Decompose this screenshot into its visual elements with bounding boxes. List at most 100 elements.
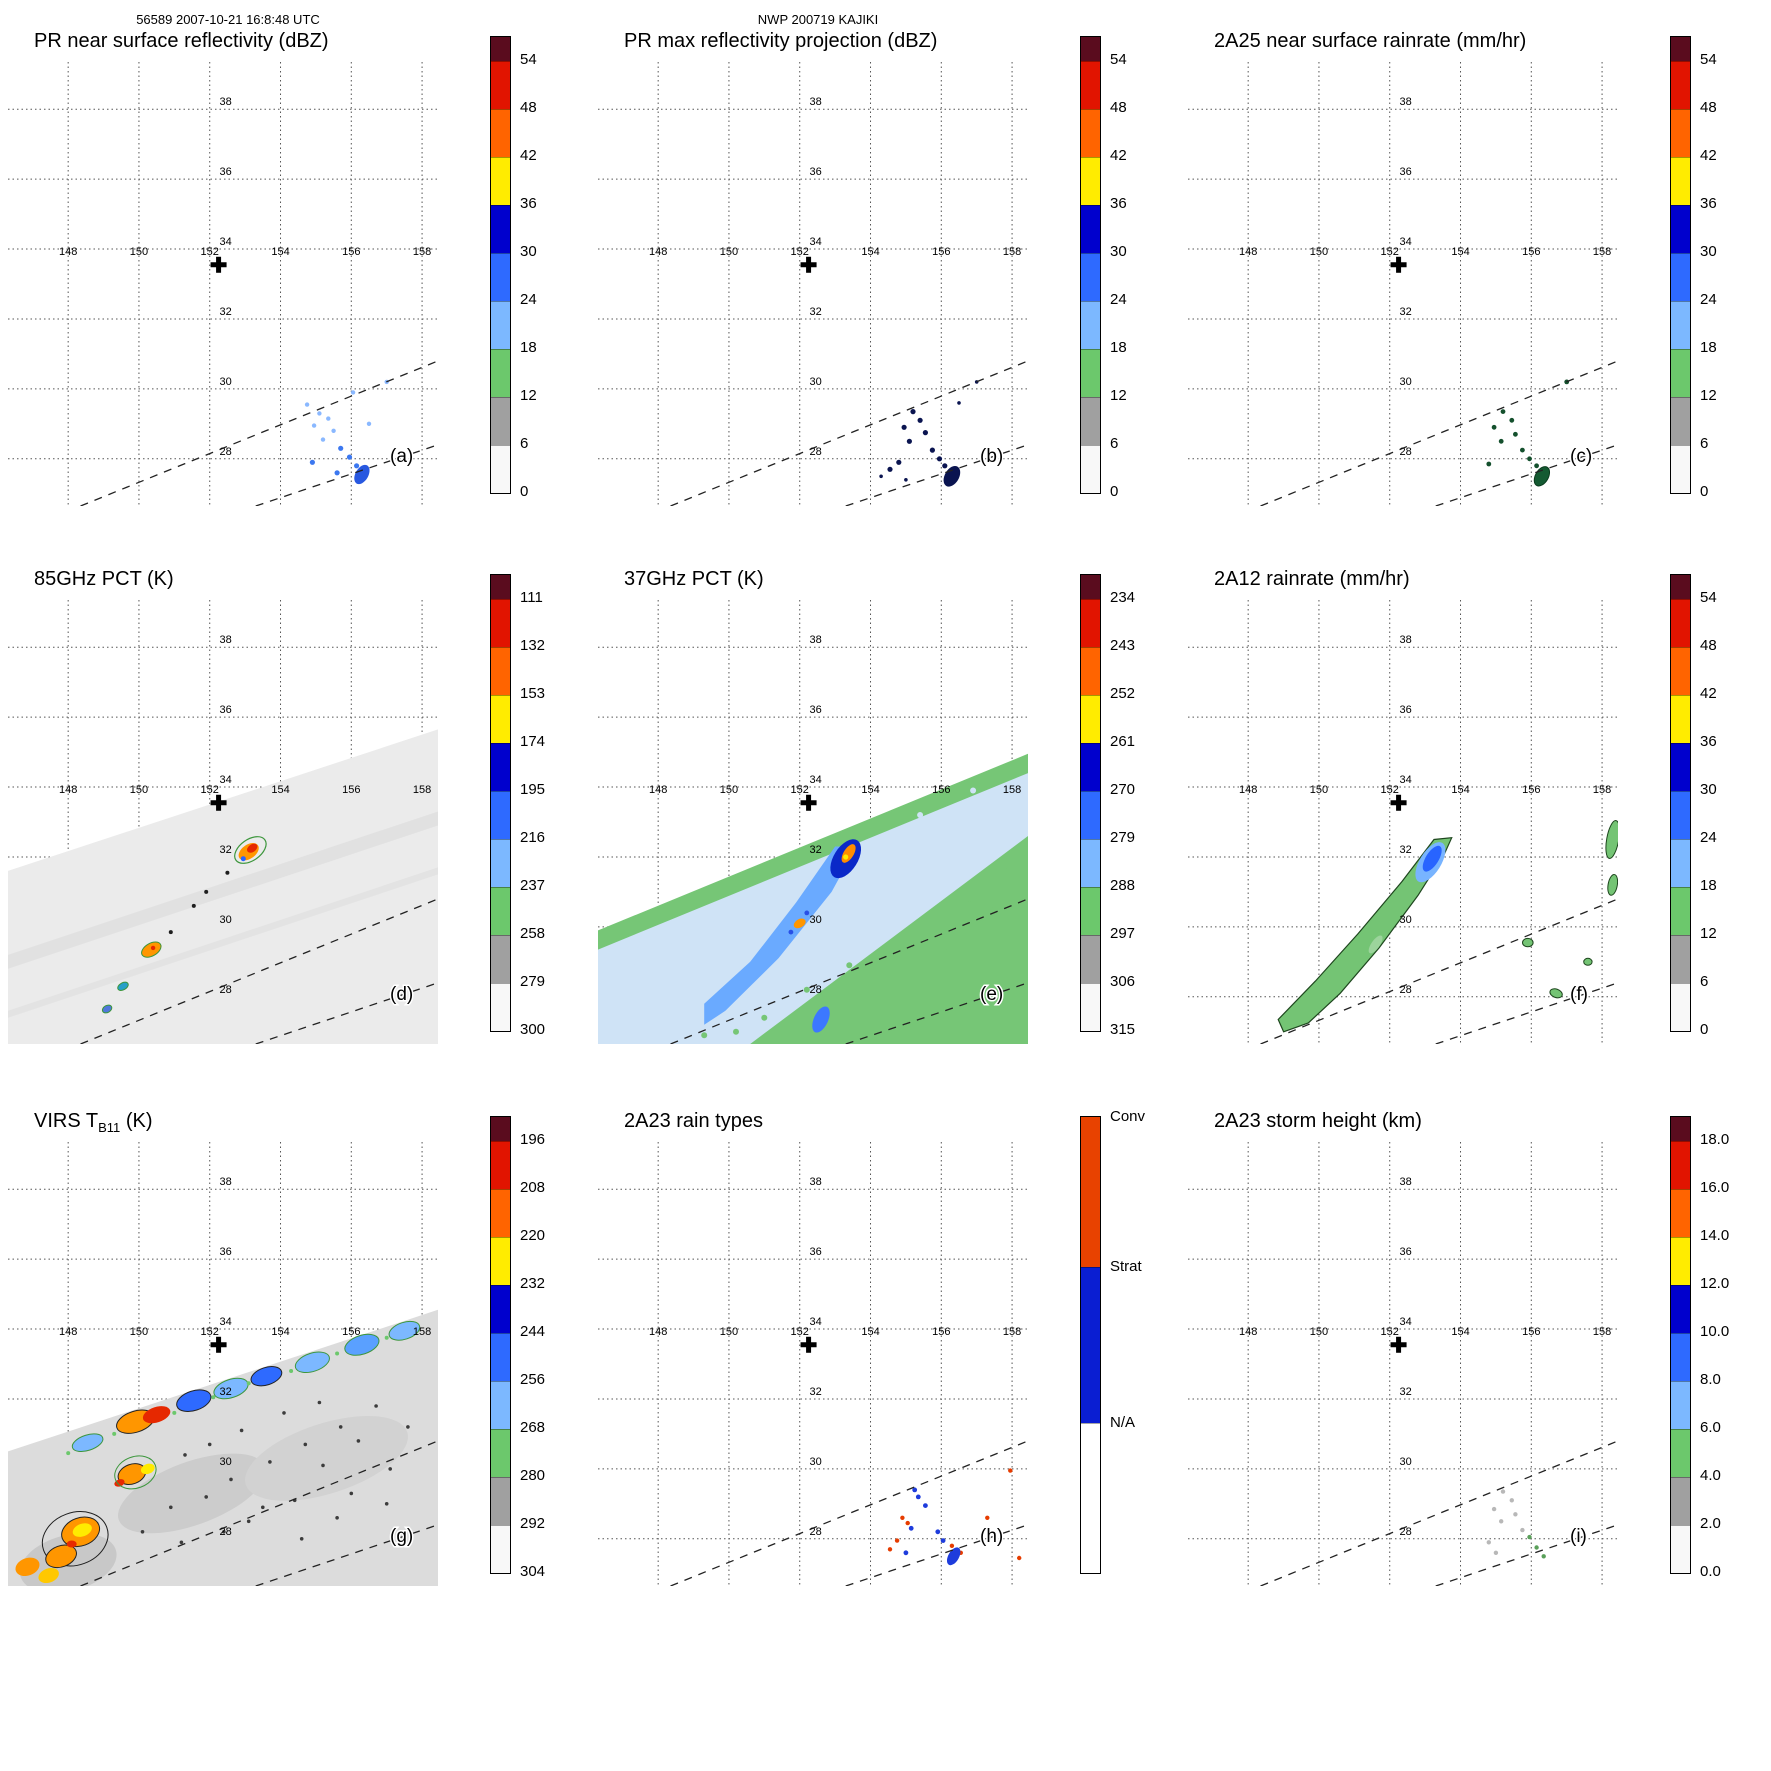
map-plot: 148 150 152 154 156 158 38 36 34 32 30 28 (d): [8, 600, 438, 1044]
colorbar-segment: [491, 253, 510, 301]
colorbar-segment: [491, 1141, 510, 1189]
svg-text:38: 38: [220, 634, 232, 646]
colorbar-tick-label: 6: [1700, 973, 1709, 990]
colorbar-tick-label: N/A: [1110, 1414, 1136, 1431]
colorbar-segment: [491, 935, 510, 983]
colorbar-segment: [491, 743, 510, 791]
colorbar-tick-label: 220: [520, 1227, 546, 1244]
svg-text:156: 156: [1522, 1326, 1540, 1338]
svg-text:36: 36: [220, 1246, 232, 1258]
colorbar-segment: [1081, 647, 1100, 695]
colorbar-tick-label: 48: [1110, 99, 1127, 116]
colorbar-segment: [1081, 349, 1100, 397]
colorbar-segment: [1081, 839, 1100, 887]
colorbar: 234 243 252 261 270 279 288 297 306 315: [1080, 574, 1135, 1044]
svg-text:150: 150: [720, 246, 738, 258]
colorbar-segment: [1671, 253, 1690, 301]
svg-text:154: 154: [1451, 784, 1469, 796]
svg-text:34: 34: [220, 774, 232, 786]
colorbar-segment: [1671, 445, 1690, 493]
colorbar-segment: [491, 445, 510, 493]
panel-title: 2A25 near surface rainrate (mm/hr): [1214, 30, 1527, 52]
svg-text:156: 156: [932, 784, 950, 796]
colorbar-segment: [491, 349, 510, 397]
panel-c: 2A25 near surface rainrate (mm/hr) 148 15…: [1188, 28, 1768, 558]
colorbar-tick-label: 30: [1700, 243, 1717, 260]
colorbar-segment: [1081, 1117, 1100, 1267]
colorbar-tick-label: 288: [1110, 877, 1136, 894]
tick-labels: 148 150 152 154 156 158 38 36 34 32 30 28: [1239, 634, 1611, 996]
panel-title: VIRS TB11 (K): [34, 1110, 153, 1135]
colorbar-tick-label: 268: [520, 1419, 546, 1436]
colorbar-tick-label: 42: [520, 147, 537, 164]
panel-g: VIRS TB11 (K) 148 150 152 154 156 158 38 36 34 32…: [8, 1108, 588, 1638]
svg-text:36: 36: [1400, 704, 1412, 716]
svg-text:34: 34: [220, 1316, 232, 1328]
colorbar-segment: [491, 1117, 510, 1141]
svg-text:148: 148: [1239, 246, 1257, 258]
gridlines: [8, 62, 438, 506]
colorbar-segment: [1671, 647, 1690, 695]
colorbar-segment: [1081, 1423, 1100, 1573]
svg-text:150: 150: [1310, 784, 1328, 796]
svg-text:158: 158: [413, 1326, 431, 1338]
panel-letter: (c): [1570, 446, 1592, 467]
colorbar-tick-label: 42: [1110, 147, 1127, 164]
colorbar-tick-label: 36: [1700, 195, 1717, 212]
colorbar-tick-label: 0: [1700, 483, 1709, 500]
svg-text:38: 38: [810, 96, 822, 108]
colorbar-bar: [1670, 36, 1691, 494]
colorbar-bar: [1670, 1116, 1691, 1574]
gridlines: [1188, 1142, 1618, 1586]
map-plot: 148 150 152 154 156 158 38 36 34 32 30 28 (f): [1188, 600, 1618, 1044]
svg-text:158: 158: [1003, 784, 1021, 796]
data-layer: [8, 729, 438, 1044]
storm-center-cross-icon: [210, 1336, 227, 1353]
panel-b: PR max reflectivity projection (dBZ) 148…: [598, 28, 1178, 558]
colorbar-tick-label: 54: [1700, 51, 1717, 68]
svg-text:152: 152: [791, 1326, 809, 1338]
colorbar-segment: [1671, 983, 1690, 1031]
colorbar-tick-label: 54: [520, 51, 537, 68]
svg-text:32: 32: [1400, 306, 1412, 318]
colorbar-tick-label: 0: [1110, 483, 1119, 500]
colorbar-tick-label: 216: [520, 829, 546, 846]
colorbar-segment: [1671, 1237, 1690, 1285]
colorbar-segment: [1671, 397, 1690, 445]
svg-text:148: 148: [649, 246, 667, 258]
svg-text:28: 28: [810, 446, 822, 458]
tick-labels: 148 150 152 154 156 158 38 36 34 32 30 28: [59, 96, 431, 458]
svg-text:34: 34: [1400, 774, 1412, 786]
pr-swath-edges: [80, 898, 438, 1044]
colorbar-tick-label: 297: [1110, 925, 1136, 942]
colorbar-tick-label: 174: [520, 733, 546, 750]
colorbar-segment: [1081, 301, 1100, 349]
colorbar-segment: [491, 1333, 510, 1381]
svg-text:36: 36: [810, 1246, 822, 1258]
storm-center-cross-icon: [210, 256, 227, 273]
svg-text:28: 28: [220, 446, 232, 458]
colorbar-segment: [1671, 205, 1690, 253]
panel-d: 85GHz PCT (K) 148 150 152 154 156 158 38 36 34 32…: [8, 566, 588, 1096]
svg-text:148: 148: [1239, 1326, 1257, 1338]
tick-labels: 148 150 152 154 156 158 38 36 34 32 30 28: [649, 96, 1021, 458]
map-plot: 148 150 152 154 156 158 38 36 34 32 30 28 (a): [8, 62, 438, 506]
colorbar-segment: [491, 1429, 510, 1477]
svg-text:36: 36: [220, 166, 232, 178]
panel-title: 37GHz PCT (K): [624, 568, 764, 590]
pr-swath-edges: [80, 1440, 438, 1586]
svg-text:30: 30: [1400, 376, 1412, 388]
colorbar-segment: [1671, 1285, 1690, 1333]
svg-text:36: 36: [810, 166, 822, 178]
colorbar-bar: [1670, 574, 1691, 1032]
colorbar-segment: [1671, 109, 1690, 157]
svg-text:30: 30: [1400, 914, 1412, 926]
colorbar-segment: [1671, 1117, 1690, 1141]
panel-title: 2A23 rain types: [624, 1110, 763, 1132]
colorbar-bar: [1080, 574, 1101, 1032]
colorbar-tick-label: 8.0: [1700, 1371, 1721, 1388]
colorbar-tick-label: 280: [520, 1467, 546, 1484]
colorbar-segment: [1081, 983, 1100, 1031]
colorbar-segment: [1671, 599, 1690, 647]
svg-text:30: 30: [810, 376, 822, 388]
